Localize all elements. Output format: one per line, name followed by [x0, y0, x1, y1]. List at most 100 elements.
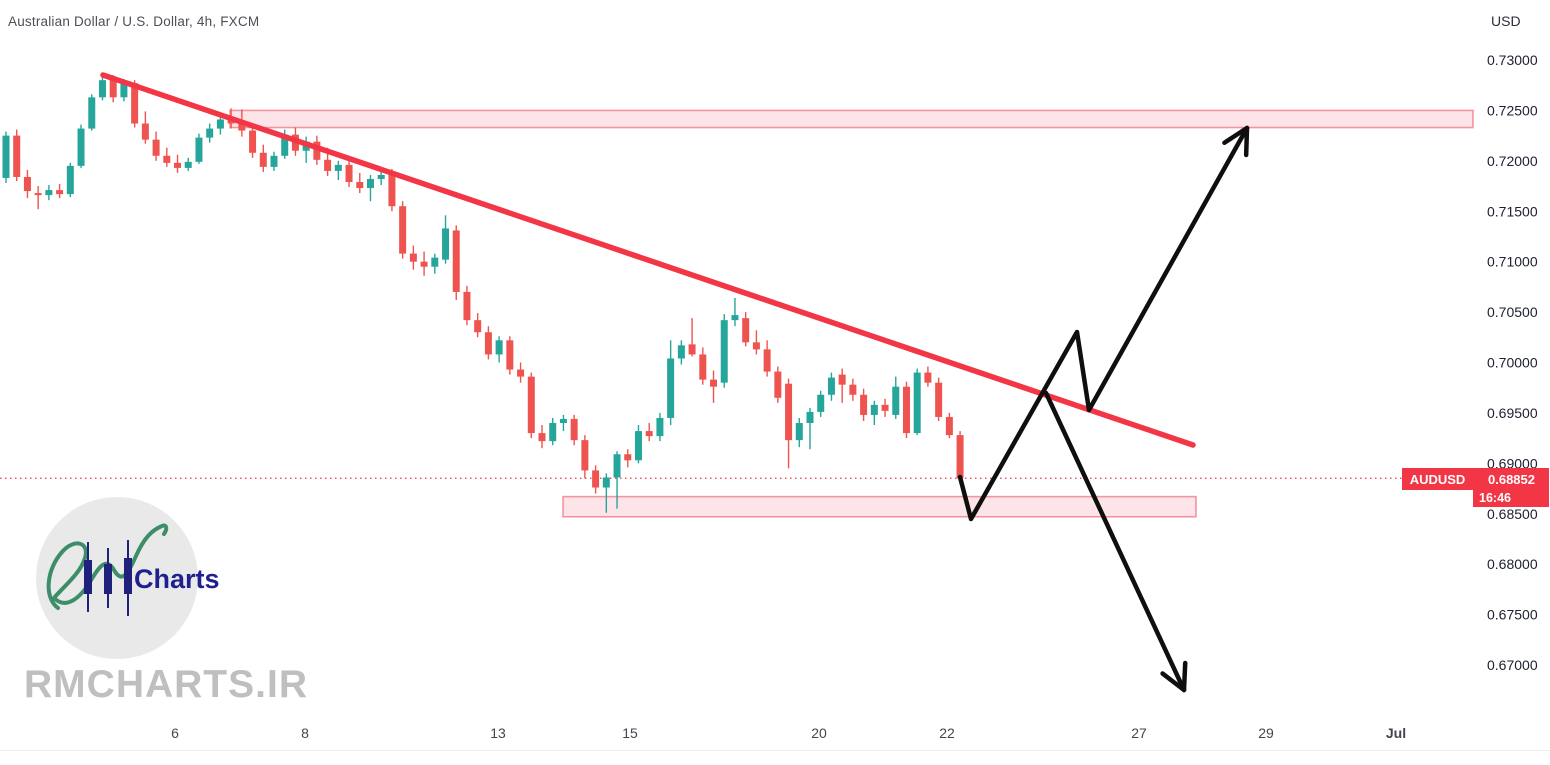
candle-body-down — [141, 123, 149, 140]
watermark-site-text: RMCHARTS.IR — [24, 663, 308, 706]
candles-series — [2, 73, 964, 513]
candle-body-up — [656, 417, 664, 437]
candle-body-up — [206, 128, 214, 138]
price-axis[interactable]: 0.73000 0.72500 0.72000 0.71500 0.71000 0.705… — [1487, 52, 1538, 673]
candle-body-down — [688, 344, 696, 355]
candle-body-up — [602, 477, 610, 488]
candle-body-down — [474, 320, 482, 333]
candle-body-down — [624, 454, 632, 461]
candle-body-up — [88, 97, 96, 129]
candle-body-up — [731, 315, 739, 321]
candle-body-up — [195, 137, 203, 162]
candle-body-down — [849, 384, 857, 395]
symbol-title[interactable]: Australian Dollar / U.S. Dollar, 4h, FXC… — [8, 14, 260, 29]
candle-body-up — [431, 257, 439, 267]
candle-body-up — [806, 411, 814, 423]
candle-body-down — [838, 374, 846, 385]
arrowhead — [1181, 660, 1188, 693]
candle-body-down — [313, 141, 321, 160]
price-tick-label: 0.72500 — [1487, 102, 1538, 118]
candle-body-down — [324, 159, 332, 171]
candle-body-down — [484, 332, 492, 355]
candle-body-up — [667, 358, 675, 418]
supply-zone[interactable] — [229, 109, 1474, 129]
candle-body-down — [152, 139, 160, 156]
candle-body-down — [763, 349, 771, 372]
candle-body-down — [860, 394, 868, 415]
price-tick-label: 0.68500 — [1487, 506, 1538, 522]
price-tick-label: 0.67500 — [1487, 607, 1538, 623]
trendline-drawing[interactable] — [100, 72, 1196, 448]
candle-body-down — [881, 404, 889, 411]
currency-label: USD — [1491, 13, 1521, 29]
candle-body-up — [45, 190, 53, 196]
demand-zone[interactable] — [562, 495, 1197, 518]
price-tick-label: 0.69500 — [1487, 405, 1538, 421]
price-tick-label: 0.67000 — [1487, 657, 1538, 673]
candle-body-up — [720, 320, 728, 383]
candle-body-up — [827, 377, 835, 395]
candle-body-down — [517, 369, 525, 377]
candle-body-up — [549, 423, 557, 442]
candle-body-down — [581, 440, 589, 471]
candle-body-up — [184, 161, 192, 168]
time-tick-label: 8 — [301, 725, 309, 741]
price-tick-label: 0.69000 — [1487, 455, 1538, 471]
candle-body-down — [420, 261, 428, 267]
time-tick-label: 20 — [811, 725, 827, 741]
candle-body-down — [538, 433, 546, 442]
logo-candles — [84, 540, 132, 616]
candle-body-down — [23, 176, 31, 192]
candle-body-down — [13, 135, 21, 177]
candle-body-up — [870, 404, 878, 415]
candle-body-up — [334, 164, 342, 171]
candle-body-down — [506, 340, 514, 370]
candle-body-down — [699, 354, 707, 380]
candle-body-down — [259, 152, 267, 167]
projection-arrow-up-line — [957, 125, 1250, 522]
bar-countdown-label: 16:46 — [1473, 490, 1549, 507]
candle-body-down — [935, 382, 943, 417]
watermark-logo-art: Charts — [46, 523, 220, 616]
time-axis[interactable]: 6 8 13 15 20 22 27 29 Jul — [171, 725, 1406, 741]
candle-body-down — [924, 372, 932, 383]
candle-body-down — [131, 83, 139, 124]
price-tick-label: 0.72000 — [1487, 153, 1538, 169]
candle-body-up — [559, 418, 567, 423]
candle-body-down — [345, 164, 353, 183]
time-tick-label: 6 — [171, 725, 179, 741]
time-tick-label: 15 — [622, 725, 638, 741]
arrowhead — [1243, 125, 1250, 158]
candle-body-up — [677, 345, 685, 359]
candle-body-down — [109, 80, 117, 98]
candle-body-up — [366, 178, 374, 189]
candle-body-down — [163, 155, 171, 163]
candle-body-down — [356, 182, 364, 189]
candle-body-up — [77, 128, 85, 166]
projection-arrow-down[interactable] — [1043, 390, 1188, 693]
candle-body-up — [2, 135, 10, 178]
candle-body-up — [120, 83, 128, 98]
candle-body-down — [902, 386, 910, 434]
arrowhead — [1222, 125, 1250, 146]
candle-body-up — [795, 423, 803, 441]
candle-body-down — [409, 253, 417, 262]
candle-body-down — [56, 190, 64, 195]
candle-body-down — [527, 376, 535, 434]
time-tick-label: 13 — [490, 725, 506, 741]
candle-body-up — [377, 174, 385, 179]
price-tick-label: 0.73000 — [1487, 52, 1538, 68]
candle-body-up — [281, 134, 289, 156]
price-tick-label: 0.70500 — [1487, 304, 1538, 320]
candle-body-down — [227, 119, 235, 124]
candle-body-up — [892, 386, 900, 415]
time-tick-label: 22 — [939, 725, 955, 741]
candle-body-up — [216, 119, 224, 129]
candle-body-up — [66, 165, 74, 195]
candle-body-down — [752, 342, 760, 350]
candle-body-down — [945, 416, 953, 436]
candle-body-up — [495, 340, 503, 355]
projection-arrow-up[interactable] — [957, 125, 1250, 522]
